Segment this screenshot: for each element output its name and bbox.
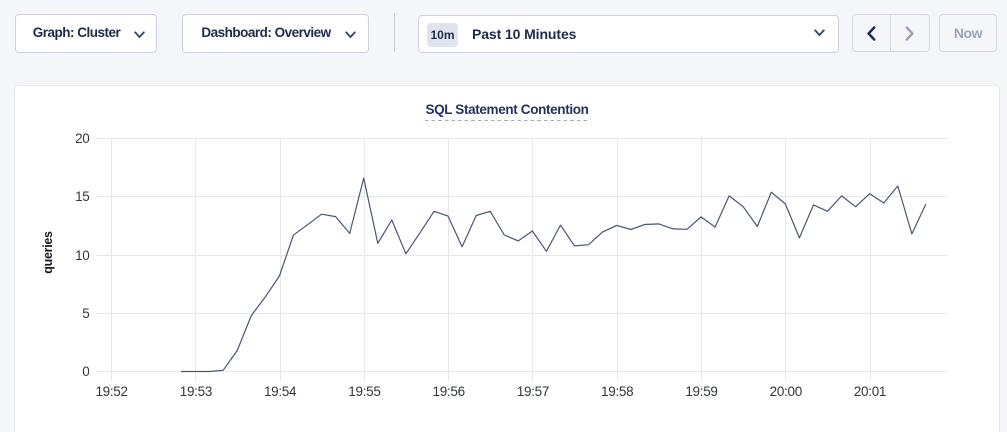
svg-text:19:53: 19:53 bbox=[180, 384, 212, 399]
svg-text:20:01: 20:01 bbox=[854, 384, 886, 399]
svg-text:20: 20 bbox=[75, 131, 89, 146]
svg-text:19:52: 19:52 bbox=[95, 384, 127, 399]
svg-text:19:59: 19:59 bbox=[685, 384, 717, 399]
svg-text:20:00: 20:00 bbox=[770, 384, 802, 399]
svg-text:19:58: 19:58 bbox=[601, 384, 633, 399]
svg-text:5: 5 bbox=[82, 306, 89, 321]
svg-text:15: 15 bbox=[75, 189, 89, 204]
svg-text:19:55: 19:55 bbox=[348, 384, 380, 399]
svg-text:10: 10 bbox=[75, 248, 89, 263]
svg-text:19:54: 19:54 bbox=[264, 384, 297, 399]
svg-text:19:57: 19:57 bbox=[517, 384, 549, 399]
svg-text:queries: queries bbox=[41, 231, 55, 274]
svg-text:0: 0 bbox=[82, 364, 89, 379]
svg-text:19:56: 19:56 bbox=[433, 384, 465, 399]
